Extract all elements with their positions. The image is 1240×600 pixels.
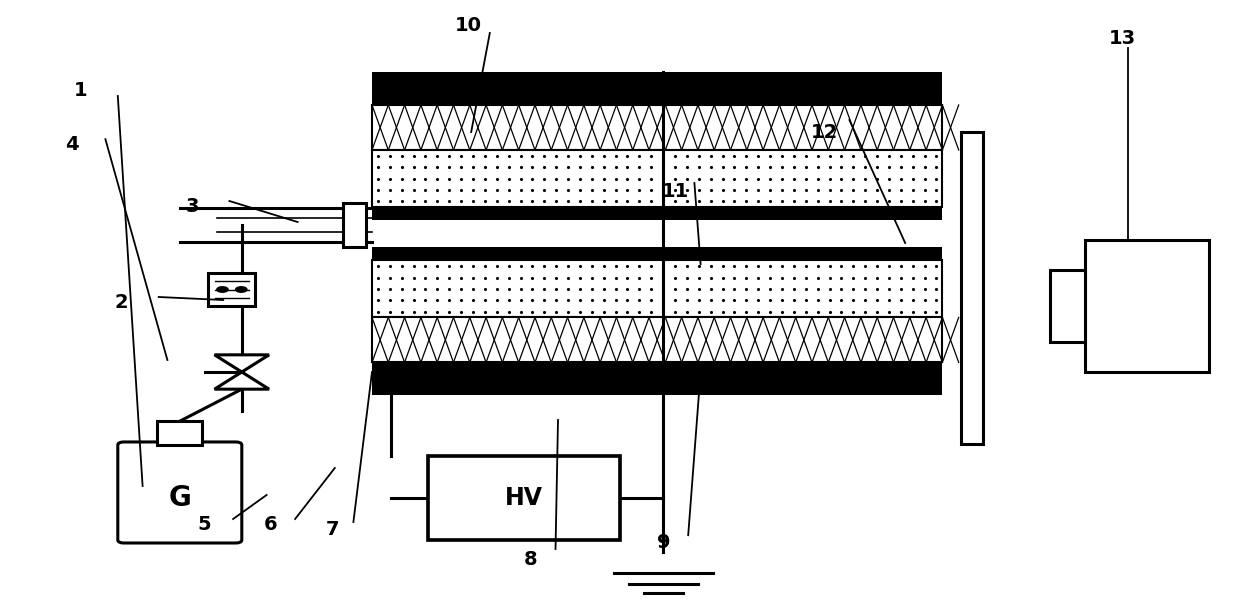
- Bar: [372, 247, 942, 260]
- Text: 4: 4: [66, 134, 78, 154]
- Text: 7: 7: [326, 520, 339, 539]
- Text: 12: 12: [811, 122, 838, 142]
- Text: 5: 5: [198, 515, 211, 535]
- Polygon shape: [215, 355, 269, 372]
- Bar: [372, 150, 942, 207]
- Polygon shape: [215, 372, 269, 389]
- Bar: [1085, 240, 1209, 372]
- Text: 9: 9: [657, 533, 670, 553]
- Text: 10: 10: [455, 16, 482, 35]
- Text: 6: 6: [264, 515, 277, 535]
- Bar: [343, 203, 366, 247]
- Circle shape: [236, 287, 247, 292]
- Text: 11: 11: [662, 182, 689, 202]
- Bar: [372, 317, 942, 362]
- Bar: [428, 456, 620, 540]
- Text: 1: 1: [74, 80, 87, 100]
- Text: 2: 2: [115, 293, 128, 313]
- Bar: [372, 260, 942, 317]
- Bar: [157, 421, 202, 445]
- Bar: [372, 105, 942, 150]
- FancyBboxPatch shape: [118, 442, 242, 543]
- Bar: [208, 273, 255, 306]
- Text: 13: 13: [1109, 29, 1136, 49]
- Text: HV: HV: [505, 486, 543, 510]
- Text: G: G: [169, 484, 191, 512]
- Bar: [372, 362, 942, 395]
- Bar: [372, 72, 942, 105]
- Bar: [961, 132, 983, 444]
- Text: 8: 8: [525, 550, 537, 569]
- Bar: [372, 207, 942, 220]
- Bar: [1050, 270, 1085, 342]
- Text: 3: 3: [186, 197, 198, 217]
- Circle shape: [217, 287, 228, 292]
